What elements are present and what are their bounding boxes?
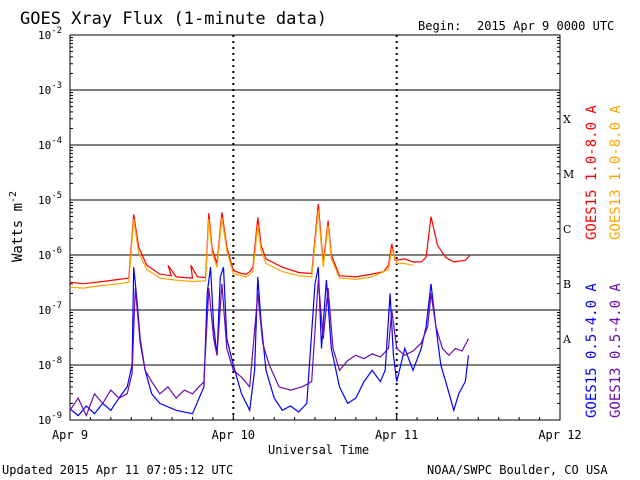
flare-class-A: A [562, 333, 572, 346]
flare-class-X: X [563, 113, 571, 126]
y-axis-title: Watts m-2 [8, 191, 26, 262]
x-tick-label: Apr 10 [212, 428, 255, 442]
x-ticks: Apr 9 Apr 10 Apr 11 Apr 12 [52, 414, 582, 442]
flare-class-labels: A B C M X [562, 113, 574, 346]
y-tick-label: 10-9 [38, 411, 62, 427]
series-line-3 [69, 280, 470, 418]
legend-entry-1: GOES13 1.0-8.0 A [608, 105, 624, 240]
updated-timestamp: Updated 2015 Apr 11 07:05:12 UTC [2, 463, 233, 477]
legend-entry-3: GOES13 0.5-4.0 A [608, 283, 624, 418]
grid-lines [70, 35, 560, 420]
begin-label: Begin: [418, 19, 461, 33]
legend-entry-2: GOES15 0.5-4.0 A [584, 283, 600, 418]
flare-class-B: B [563, 278, 571, 291]
y-ticks: 10-9 10-8 10-7 10-6 10-5 10-4 10-3 10-2 [38, 26, 560, 427]
x-tick-label: Apr 11 [375, 428, 418, 442]
legend-entry-0: GOES15 1.0-8.0 A [584, 105, 600, 240]
y-tick-label: 10-7 [38, 301, 62, 317]
flare-class-M: M [563, 168, 574, 181]
y-tick-label: 10-8 [38, 356, 62, 372]
credit-text: NOAA/SWPC Boulder, CO USA [427, 463, 608, 477]
x-axis-title: Universal Time [268, 443, 369, 457]
y-tick-label: 10-4 [38, 136, 62, 152]
y-axis-label: Watts m-2 [8, 191, 26, 262]
begin-value: 2015 Apr 9 0000 UTC [477, 19, 614, 33]
x-tick-label: Apr 12 [538, 428, 581, 442]
chart-title: GOES Xray Flux (1-minute data) [20, 9, 327, 29]
series-line-1 [69, 210, 414, 289]
y-tick-label: 10-5 [38, 191, 62, 207]
series-line-0 [69, 203, 471, 285]
series-lines [69, 203, 471, 418]
legend: GOES15 1.0-8.0 A GOES13 1.0-8.0 A GOES15 0… [584, 105, 624, 418]
series-line-2 [69, 267, 470, 417]
y-tick-label: 10-2 [38, 26, 62, 42]
flare-class-C: C [563, 223, 571, 236]
y-tick-label: 10-3 [38, 81, 62, 97]
y-tick-label: 10-6 [38, 246, 62, 262]
x-tick-label: Apr 9 [52, 428, 88, 442]
